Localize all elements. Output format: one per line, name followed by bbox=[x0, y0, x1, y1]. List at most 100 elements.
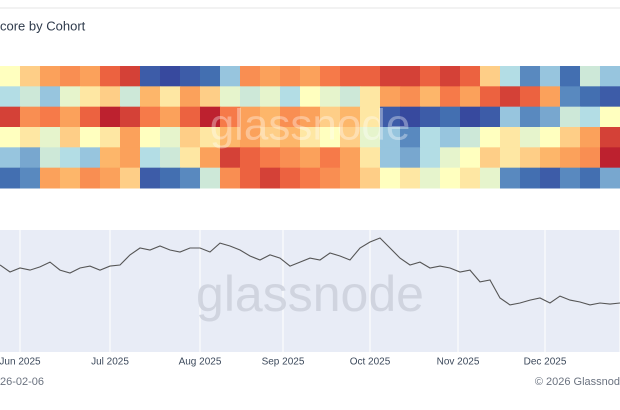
price-line bbox=[0, 237, 620, 306]
heat-cell bbox=[460, 167, 481, 189]
heat-cell bbox=[80, 127, 101, 148]
heat-cell bbox=[60, 167, 81, 189]
heat-cell bbox=[220, 106, 241, 128]
heat-cell bbox=[300, 147, 321, 169]
heat-cell bbox=[100, 86, 121, 108]
heat-cell bbox=[120, 127, 141, 148]
heat-cell bbox=[360, 127, 381, 148]
heat-cell bbox=[340, 106, 361, 128]
heat-cell bbox=[540, 147, 561, 169]
heat-cell bbox=[20, 167, 41, 189]
heat-cell bbox=[460, 66, 481, 87]
heat-cell bbox=[540, 127, 561, 148]
heat-cell bbox=[520, 66, 541, 87]
heat-cell bbox=[260, 167, 281, 189]
heat-cell bbox=[420, 167, 441, 189]
heat-cell bbox=[60, 147, 81, 169]
heat-cell bbox=[120, 66, 141, 87]
heat-cell bbox=[560, 167, 581, 189]
heat-cell bbox=[40, 127, 61, 148]
heat-cell bbox=[440, 66, 461, 87]
heat-cell bbox=[40, 86, 61, 108]
heat-cell bbox=[400, 66, 421, 87]
heat-cell bbox=[100, 66, 121, 87]
heat-cell bbox=[500, 127, 521, 148]
heat-cell bbox=[220, 66, 241, 87]
heat-cell bbox=[260, 127, 281, 148]
heat-cell bbox=[380, 66, 401, 87]
heat-cell bbox=[580, 106, 601, 128]
heat-cell bbox=[260, 106, 281, 128]
heat-cell bbox=[40, 167, 61, 189]
heat-cell bbox=[200, 86, 221, 108]
heat-cell bbox=[400, 127, 421, 148]
heat-cell bbox=[120, 147, 141, 169]
heat-cell bbox=[280, 147, 301, 169]
heat-cell bbox=[380, 106, 401, 128]
heat-cell bbox=[360, 106, 381, 128]
heat-cell bbox=[200, 106, 221, 128]
heat-cell bbox=[520, 106, 541, 128]
heat-cell bbox=[600, 106, 620, 128]
heat-cell bbox=[480, 66, 501, 87]
heat-cell bbox=[240, 127, 261, 148]
heat-cell bbox=[100, 127, 121, 148]
heat-cell bbox=[440, 147, 461, 169]
heat-cell bbox=[200, 66, 221, 87]
heat-cell bbox=[580, 167, 601, 189]
heat-cell bbox=[580, 86, 601, 108]
heat-cell bbox=[360, 66, 381, 87]
heat-cell bbox=[320, 106, 341, 128]
heat-cell bbox=[20, 127, 41, 148]
heat-cell bbox=[0, 127, 21, 148]
heat-cell bbox=[580, 147, 601, 169]
heat-cell bbox=[600, 66, 620, 87]
heat-cell bbox=[320, 167, 341, 189]
heat-cell bbox=[520, 127, 541, 148]
heat-cell bbox=[80, 106, 101, 128]
heat-cell bbox=[560, 106, 581, 128]
heat-cell bbox=[160, 147, 181, 169]
heat-cell bbox=[540, 66, 561, 87]
heat-cell bbox=[20, 86, 41, 108]
heat-cell bbox=[40, 66, 61, 87]
heat-cell bbox=[300, 167, 321, 189]
x-tick-label: Jul 2025 bbox=[91, 357, 129, 368]
heat-cell bbox=[240, 147, 261, 169]
heat-cell bbox=[560, 86, 581, 108]
heat-cell bbox=[20, 147, 41, 169]
heat-cell bbox=[520, 147, 541, 169]
x-tick-label: Aug 2025 bbox=[179, 357, 222, 368]
heat-cell bbox=[440, 167, 461, 189]
heat-cell bbox=[440, 86, 461, 108]
heat-cell bbox=[0, 106, 21, 128]
heat-cell bbox=[260, 86, 281, 108]
heat-cell bbox=[320, 127, 341, 148]
heat-cell bbox=[320, 147, 341, 169]
heat-cell bbox=[500, 147, 521, 169]
heat-cell bbox=[280, 167, 301, 189]
heat-cell bbox=[540, 106, 561, 128]
heat-cell bbox=[420, 86, 441, 108]
heat-cell bbox=[140, 86, 161, 108]
heat-cell bbox=[320, 66, 341, 87]
heat-cell bbox=[140, 106, 161, 128]
heat-cell bbox=[400, 147, 421, 169]
heat-cell bbox=[520, 86, 541, 108]
heat-cell bbox=[80, 66, 101, 87]
heat-cell bbox=[140, 127, 161, 148]
heat-cell bbox=[500, 86, 521, 108]
x-tick-label: Jun 2025 bbox=[0, 357, 41, 368]
heat-cell bbox=[280, 106, 301, 128]
heat-cell bbox=[460, 106, 481, 128]
x-tick-label: Nov 2025 bbox=[437, 357, 480, 368]
watermark: glassnode bbox=[210, 101, 411, 150]
heat-cell bbox=[40, 147, 61, 169]
heat-cell bbox=[380, 127, 401, 148]
heat-cell bbox=[560, 66, 581, 87]
heat-cell bbox=[460, 127, 481, 148]
heat-cell bbox=[300, 127, 321, 148]
heat-cell bbox=[160, 86, 181, 108]
